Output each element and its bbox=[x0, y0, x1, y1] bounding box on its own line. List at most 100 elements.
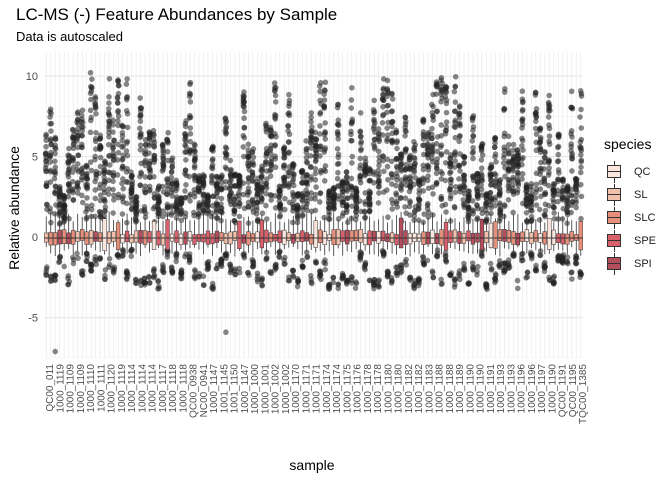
outlier-point bbox=[115, 149, 122, 156]
x-tick-label: 1000_1188 bbox=[445, 364, 456, 414]
box bbox=[268, 232, 273, 243]
outlier-point bbox=[259, 210, 266, 216]
outlier-point bbox=[555, 167, 562, 173]
outlier-point bbox=[478, 165, 485, 172]
box bbox=[147, 231, 152, 243]
outlier-point bbox=[160, 269, 167, 275]
outlier-point bbox=[577, 143, 583, 150]
outlier-point bbox=[384, 109, 390, 116]
outlier-point bbox=[236, 203, 242, 210]
outlier-point bbox=[87, 69, 94, 76]
outlier-point bbox=[385, 214, 391, 220]
outlier-point bbox=[406, 203, 413, 210]
outlier-point bbox=[438, 122, 445, 128]
legend-swatch bbox=[604, 252, 626, 275]
outlier-point bbox=[564, 254, 571, 261]
outlier-point bbox=[348, 131, 354, 138]
outlier-point bbox=[361, 209, 368, 215]
outlier-point bbox=[488, 161, 495, 168]
outlier-point bbox=[394, 145, 400, 152]
box bbox=[115, 222, 121, 251]
outlier-point bbox=[61, 263, 68, 270]
outlier-point bbox=[483, 200, 489, 207]
outlier-point bbox=[344, 201, 350, 208]
box bbox=[165, 219, 170, 250]
outlier-point bbox=[442, 177, 449, 184]
sample-box bbox=[307, 110, 315, 287]
outlier-point bbox=[110, 153, 116, 160]
outlier-point bbox=[339, 179, 346, 186]
outlier-point bbox=[536, 217, 543, 223]
box bbox=[300, 230, 305, 242]
outlier-point bbox=[97, 192, 104, 198]
sample-box bbox=[217, 172, 225, 270]
outlier-point bbox=[124, 138, 131, 145]
outlier-point bbox=[447, 186, 453, 193]
outlier-point bbox=[236, 269, 243, 276]
x-axis-label: sample bbox=[289, 457, 334, 473]
outlier-point bbox=[555, 134, 562, 141]
x-tick-label: 1000_1002 bbox=[271, 364, 282, 414]
sample-box bbox=[235, 172, 243, 276]
outlier-point bbox=[240, 132, 247, 139]
outlier-point bbox=[415, 217, 422, 223]
outlier-point bbox=[263, 249, 270, 256]
outlier-point bbox=[272, 164, 279, 171]
outlier-point bbox=[47, 152, 53, 159]
outlier-point bbox=[389, 118, 396, 125]
outlier-point bbox=[578, 90, 585, 97]
outlier-point bbox=[537, 252, 543, 258]
chart-title: LC-MS (-) Feature Abundances by Sample bbox=[16, 5, 338, 24]
outlier-point bbox=[430, 103, 436, 110]
box bbox=[470, 233, 476, 245]
outlier-point bbox=[452, 184, 459, 190]
x-tick-label: 1000_1175 bbox=[342, 364, 353, 414]
outlier-point bbox=[56, 255, 63, 261]
x-tick-label: 1000_1114 bbox=[137, 364, 148, 413]
outlier-point bbox=[119, 195, 126, 202]
outlier-point bbox=[227, 261, 233, 267]
outlier-point bbox=[96, 170, 103, 177]
outlier-point bbox=[402, 127, 409, 134]
outlier-point bbox=[272, 99, 279, 105]
outlier-point bbox=[433, 162, 440, 168]
outlier-point bbox=[447, 170, 453, 176]
outlier-point bbox=[56, 185, 63, 192]
outlier-point bbox=[465, 197, 472, 204]
box bbox=[363, 233, 368, 246]
outlier-point bbox=[317, 268, 323, 274]
outlier-point bbox=[286, 91, 292, 98]
outlier-point bbox=[514, 146, 521, 153]
outlier-point bbox=[433, 253, 440, 259]
outlier-point bbox=[106, 186, 112, 192]
outlier-point bbox=[470, 264, 477, 270]
outlier-point bbox=[52, 348, 59, 355]
outlier-point bbox=[285, 128, 291, 134]
outlier-point bbox=[271, 192, 278, 199]
outlier-point bbox=[322, 257, 328, 263]
outlier-point bbox=[348, 105, 355, 111]
outlier-point bbox=[406, 275, 413, 282]
outlier-point bbox=[376, 183, 382, 190]
outlier-point bbox=[519, 143, 525, 149]
outlier-point bbox=[52, 145, 59, 152]
outlier-point bbox=[159, 183, 166, 190]
outlier-point bbox=[379, 132, 386, 138]
outlier-point bbox=[321, 104, 327, 110]
box bbox=[533, 230, 538, 242]
outlier-point bbox=[532, 89, 539, 96]
outlier-point bbox=[402, 121, 409, 127]
outlier-point bbox=[78, 118, 85, 125]
outlier-point bbox=[578, 193, 585, 200]
outlier-point bbox=[223, 125, 229, 132]
outlier-point bbox=[541, 175, 547, 182]
outlier-point bbox=[505, 147, 512, 153]
x-tick-label: QC00_0938 bbox=[189, 364, 200, 418]
outlier-point bbox=[470, 155, 476, 162]
outlier-point bbox=[456, 121, 462, 128]
outlier-point bbox=[321, 178, 328, 184]
outlier-point bbox=[451, 284, 458, 290]
outlier-point bbox=[123, 178, 130, 185]
outlier-point bbox=[430, 191, 436, 197]
outlier-point bbox=[312, 129, 319, 136]
